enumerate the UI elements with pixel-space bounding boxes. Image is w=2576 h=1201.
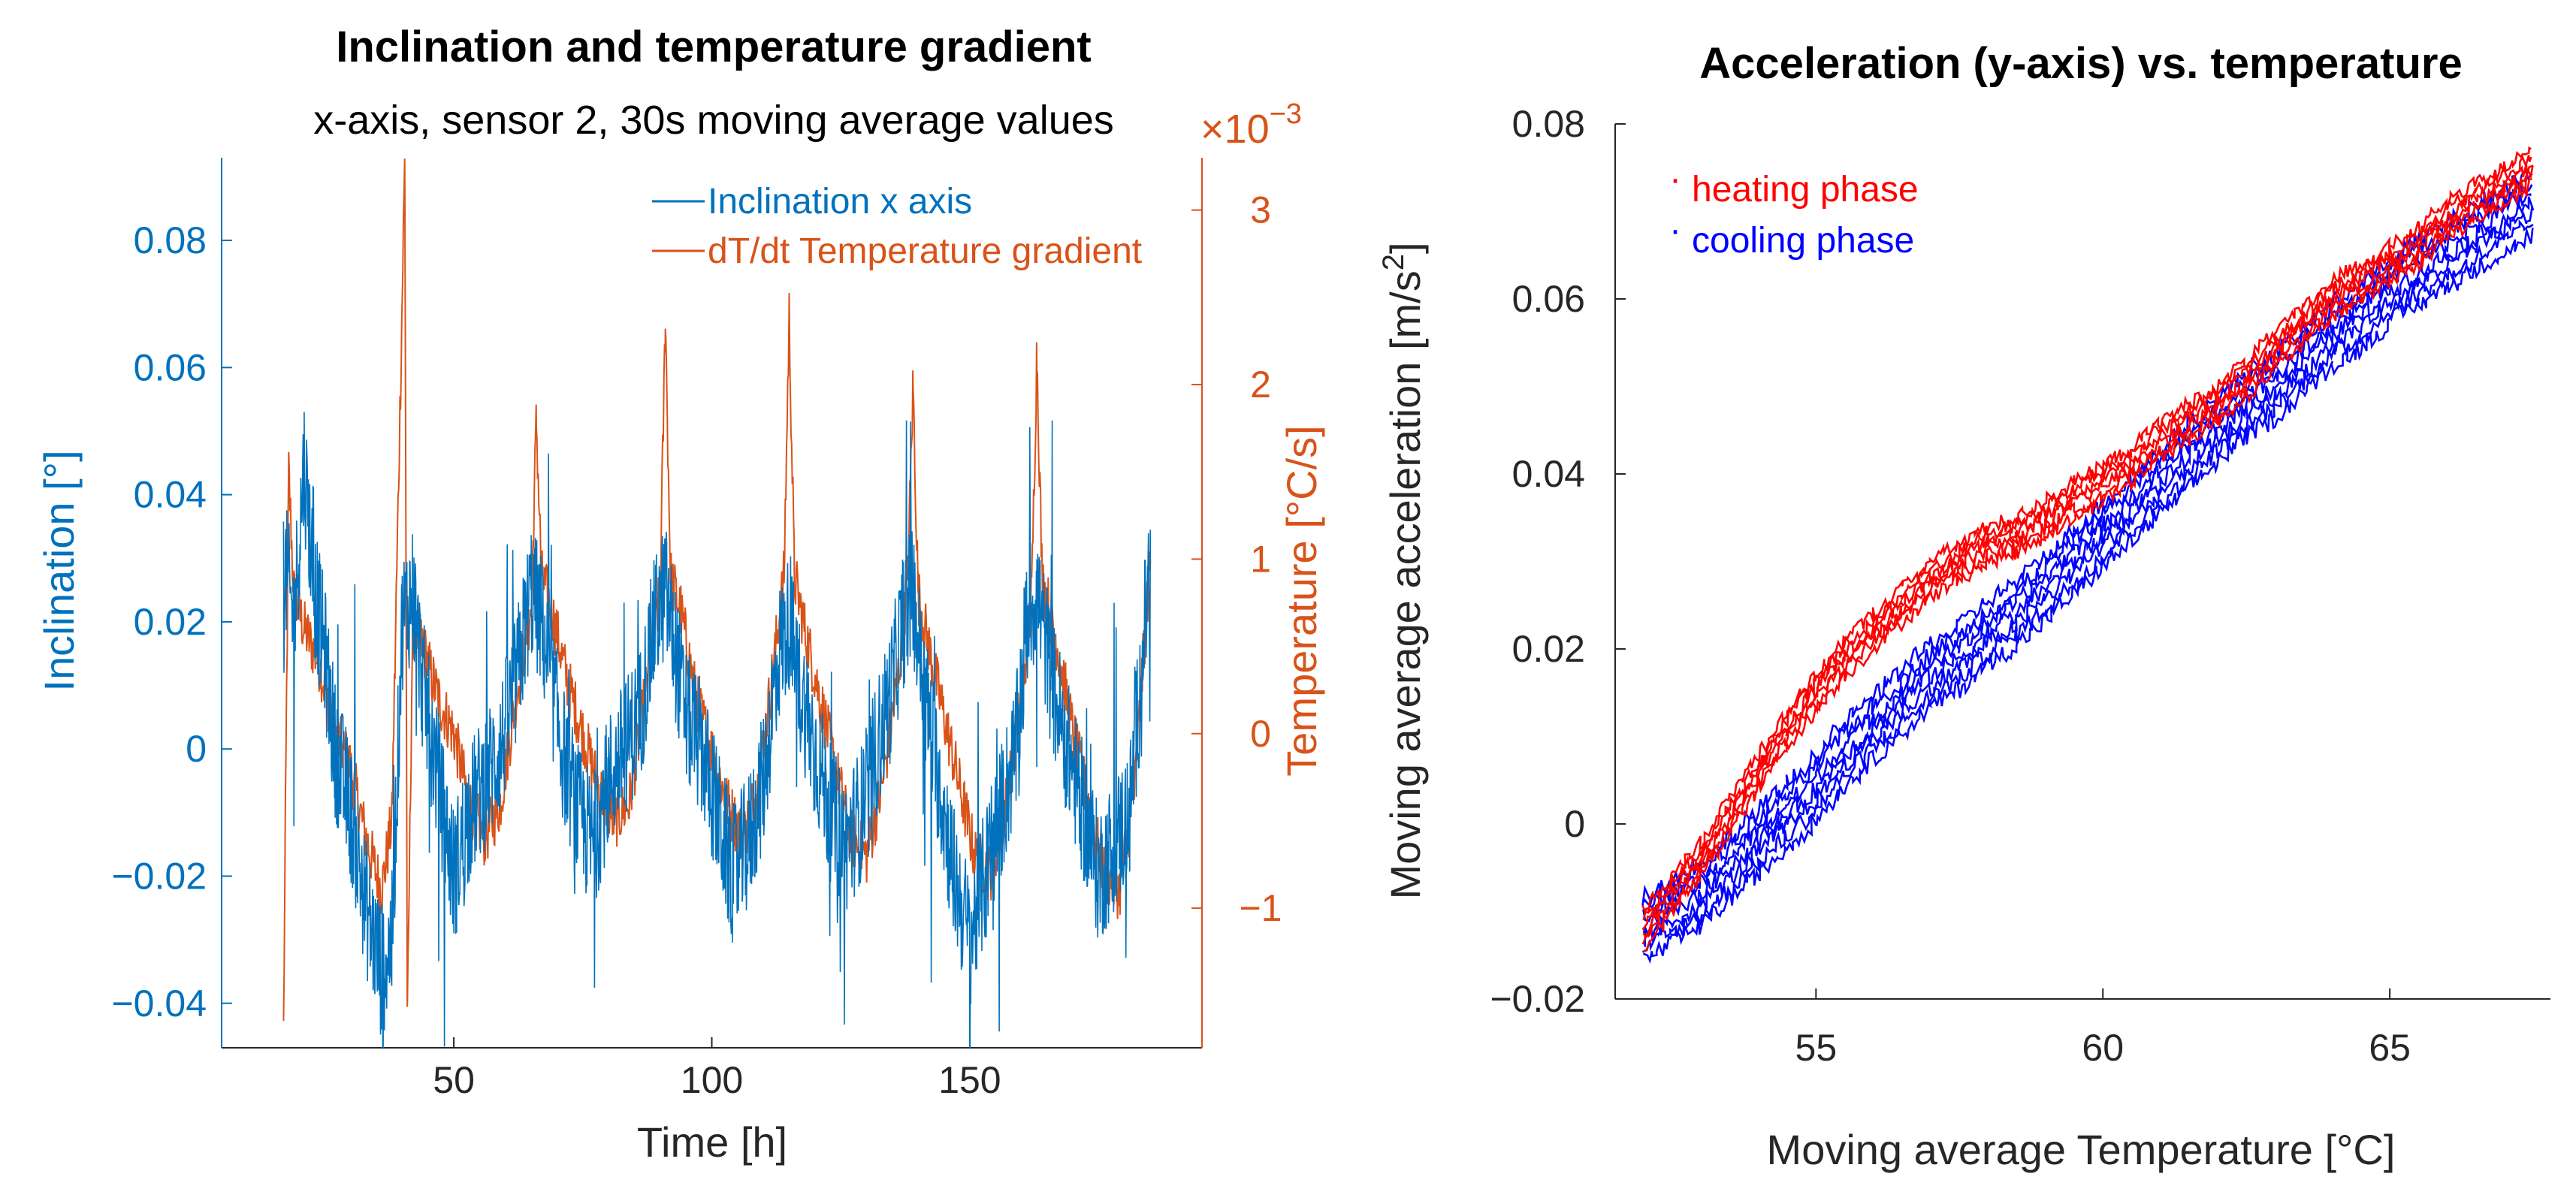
- right-y-tick-label: 3: [1250, 189, 1271, 231]
- left-x-tick-label: 150: [938, 1059, 1001, 1101]
- left-y-axis-label: Inclination [°]: [35, 450, 83, 691]
- series-trace-cooling: [1642, 219, 2534, 953]
- accel-y-tick-label: −0.02: [1490, 978, 1585, 1020]
- left-x-tick-label: 50: [433, 1059, 475, 1101]
- left-y-tick-label: 0.08: [134, 219, 207, 261]
- series-trace-heating: [1641, 146, 2532, 914]
- left-chart-subtitle: x-axis, sensor 2, 30s moving average val…: [313, 98, 1114, 143]
- accel-x-tick-label: 55: [1795, 1027, 1838, 1069]
- right-y-tick-label: 1: [1250, 538, 1271, 580]
- left-legend: Inclination x axis dT/dt Temperature gra…: [652, 182, 1142, 271]
- legend-label-cooling: cooling phase: [1692, 221, 1914, 261]
- acceleration-chart: Acceleration (y-axis) vs. temperature 55…: [1377, 39, 2550, 1173]
- series-trace-cooling: [1644, 205, 2534, 947]
- series-trace-cooling: [1642, 193, 2532, 923]
- right-x-axis-label: Moving average Temperature [°C]: [1767, 1126, 2396, 1173]
- left-y-tick-label: 0.06: [134, 346, 207, 388]
- legend-label-heating: heating phase: [1692, 170, 1919, 210]
- series-line-inclination: [282, 412, 1152, 1048]
- accel-x-tick-label: 65: [2369, 1027, 2411, 1069]
- right-axis-exponent: ×10−3: [1200, 98, 1302, 152]
- legend-label-gradient: dT/dt Temperature gradient: [708, 231, 1142, 271]
- series-trace-heating: [1642, 177, 2532, 953]
- right-y-tick-label: −1: [1239, 887, 1282, 929]
- left-chart-title: Inclination and temperature gradient: [336, 23, 1091, 71]
- left-y-tick-label: −0.04: [111, 982, 207, 1024]
- left-y-tick-label: 0.02: [134, 601, 207, 643]
- left-y-tick-label: −0.02: [111, 855, 207, 897]
- series-trace-cooling: [1641, 167, 2533, 907]
- right-plot-area: 55 60 65 −0.02 0 0.02 0.04 0.06 0.08: [1490, 103, 2550, 1069]
- accel-y-tick-label: 0.06: [1512, 278, 1585, 320]
- right-legend: · heating phase · cooling phase: [1669, 159, 1919, 261]
- left-y-tick-label: 0: [186, 728, 207, 770]
- legend-label-inclination: Inclination x axis: [708, 182, 972, 222]
- right-chart-title: Acceleration (y-axis) vs. temperature: [1699, 39, 2462, 88]
- left-x-axis-label: Time [h]: [637, 1118, 787, 1166]
- series-trace-heating: [1642, 154, 2532, 921]
- series-trace-cooling: [1643, 180, 2533, 909]
- series-trace-heating: [1642, 165, 2534, 939]
- legend-marker-cooling: ·: [1669, 210, 1681, 250]
- accel-y-tick-label: 0: [1564, 803, 1585, 845]
- accel-y-tick-label: 0.08: [1512, 103, 1585, 145]
- accel-y-tick-label: 0.04: [1512, 453, 1585, 495]
- right-y-axis-label-accel: Moving average acceleration [m/s2]: [1377, 242, 1429, 899]
- left-plot-area: 50 100 150 −0.04 −0.02 0 0.02 0.04 0.06 0.08 −1 0 1 2…: [111, 158, 1282, 1101]
- accel-x-tick-label: 60: [2082, 1027, 2124, 1069]
- right-y-tick-label: 2: [1250, 364, 1271, 406]
- left-y-tick-label: 0.04: [134, 474, 207, 516]
- series-trace-cooling: [1642, 227, 2534, 964]
- left-x-tick-label: 100: [681, 1059, 743, 1101]
- inclination-chart: Inclination and temperature gradient x-a…: [35, 23, 1325, 1166]
- right-y-axis-label: Temperature [°C/s]: [1278, 425, 1325, 776]
- accel-y-tick-label: 0.02: [1512, 628, 1585, 670]
- right-y-tick-label: 0: [1250, 713, 1271, 755]
- series-trace-heating: [1641, 174, 2532, 945]
- legend-marker-heating: ·: [1669, 159, 1681, 199]
